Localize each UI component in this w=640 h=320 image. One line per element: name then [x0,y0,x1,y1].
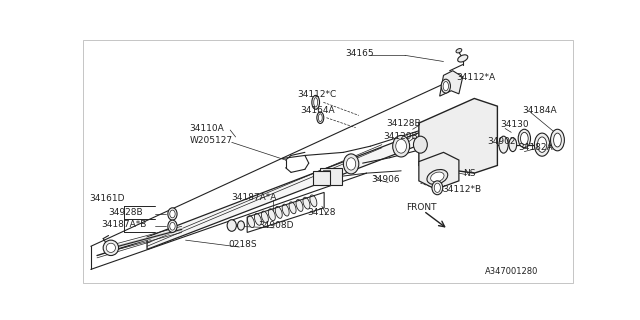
Circle shape [106,243,115,252]
Text: 34161D: 34161D [90,194,125,203]
Ellipse shape [396,139,406,153]
Ellipse shape [344,154,359,174]
Ellipse shape [282,204,289,216]
Text: 34928B: 34928B [109,208,143,217]
Ellipse shape [237,221,244,230]
Ellipse shape [441,79,451,93]
Text: 0218S: 0218S [228,240,257,249]
Text: 34164A: 34164A [300,106,335,115]
Bar [323,170,330,178]
Bar [312,171,330,185]
Text: 34187A*B: 34187A*B [101,220,146,229]
Ellipse shape [303,197,310,209]
Text: A347001280: A347001280 [485,267,538,276]
Text: 34129B: 34129B [383,132,418,141]
Ellipse shape [550,129,564,151]
Text: 34187A*A: 34187A*A [231,193,276,202]
Ellipse shape [509,138,516,152]
Polygon shape [147,129,428,249]
Ellipse shape [289,202,296,214]
Text: 34112*C: 34112*C [297,90,337,99]
Text: 34906: 34906 [371,175,400,184]
Ellipse shape [275,206,282,218]
Text: 34128B: 34128B [387,119,421,128]
Ellipse shape [427,170,448,185]
Text: 34110A: 34110A [189,124,224,133]
Ellipse shape [413,136,428,153]
Ellipse shape [168,208,177,220]
Ellipse shape [314,98,317,107]
Text: W205127: W205127 [189,136,232,145]
Ellipse shape [312,95,319,109]
Ellipse shape [458,55,468,62]
Text: 34165: 34165 [345,49,374,58]
Ellipse shape [255,213,261,225]
Polygon shape [419,152,459,189]
Ellipse shape [435,183,440,192]
Ellipse shape [261,211,268,223]
Text: 34112*A: 34112*A [456,73,496,82]
Ellipse shape [346,158,356,170]
Ellipse shape [456,49,462,53]
Ellipse shape [499,136,508,153]
Ellipse shape [538,137,547,152]
Ellipse shape [310,195,317,207]
Text: 34182A: 34182A [518,143,553,152]
Ellipse shape [431,172,444,182]
Text: NS: NS [463,169,476,178]
Polygon shape [419,99,497,173]
Text: 34184A: 34184A [522,106,557,115]
Ellipse shape [318,114,322,122]
Text: FRONT: FRONT [406,203,437,212]
Ellipse shape [520,132,528,145]
Polygon shape [440,71,463,96]
Text: 34130: 34130 [500,120,529,129]
Text: 34908D: 34908D [259,221,294,230]
Ellipse shape [268,209,275,221]
Ellipse shape [534,133,550,156]
Ellipse shape [227,220,236,231]
Ellipse shape [518,129,531,148]
Ellipse shape [248,216,255,228]
Ellipse shape [296,200,303,212]
Bar [320,168,342,185]
Ellipse shape [168,220,177,232]
Text: 34112*B: 34112*B [443,185,482,194]
Ellipse shape [170,210,175,218]
Ellipse shape [432,181,443,195]
Text: 34128: 34128 [307,208,336,217]
Ellipse shape [443,82,449,91]
Ellipse shape [170,222,175,230]
Ellipse shape [554,133,561,147]
Text: 34902: 34902 [488,137,516,146]
Circle shape [103,240,118,256]
Ellipse shape [393,135,410,157]
Ellipse shape [317,112,324,124]
